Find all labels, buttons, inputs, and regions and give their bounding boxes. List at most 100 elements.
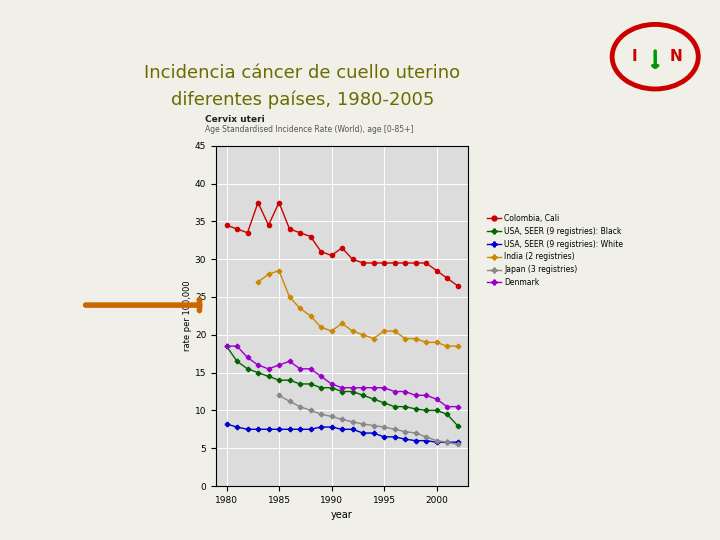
Colombia, Cali bbox=[306, 233, 315, 240]
Japan (3 registries) bbox=[390, 426, 399, 433]
USA, SEER (9 registries): Black: (2e+03, 9.5): Black: (2e+03, 9.5) bbox=[443, 411, 451, 417]
Japan (3 registries) bbox=[348, 418, 357, 425]
USA, SEER (9 registries): Black: (1.99e+03, 12): Black: (1.99e+03, 12) bbox=[359, 392, 367, 399]
USA, SEER (9 registries): White: (1.99e+03, 7.5): White: (1.99e+03, 7.5) bbox=[285, 426, 294, 433]
Denmark bbox=[400, 388, 409, 395]
Colombia, Cali bbox=[317, 248, 325, 255]
Japan (3 registries) bbox=[453, 441, 462, 448]
USA, SEER (9 registries): White: (2e+03, 5.8): White: (2e+03, 5.8) bbox=[443, 439, 451, 446]
Denmark bbox=[338, 384, 346, 391]
USA, SEER (9 registries): White: (1.99e+03, 7): White: (1.99e+03, 7) bbox=[359, 430, 367, 436]
USA, SEER (9 registries): White: (1.99e+03, 7.5): White: (1.99e+03, 7.5) bbox=[338, 426, 346, 433]
Colombia, Cali bbox=[443, 275, 451, 281]
Japan (3 registries) bbox=[317, 411, 325, 417]
USA, SEER (9 registries): Black: (1.99e+03, 13): Black: (1.99e+03, 13) bbox=[317, 384, 325, 391]
Japan (3 registries) bbox=[422, 434, 431, 440]
India (2 registries) bbox=[359, 332, 367, 338]
Denmark bbox=[222, 343, 231, 349]
India (2 registries) bbox=[264, 271, 273, 278]
USA, SEER (9 registries): White: (2e+03, 6.5): White: (2e+03, 6.5) bbox=[379, 434, 388, 440]
Y-axis label: rate per 100,000: rate per 100,000 bbox=[183, 281, 192, 351]
Japan (3 registries) bbox=[285, 398, 294, 404]
Text: Cervix uteri: Cervix uteri bbox=[205, 114, 265, 124]
Japan (3 registries) bbox=[359, 421, 367, 427]
USA, SEER (9 registries): White: (2e+03, 6.5): White: (2e+03, 6.5) bbox=[390, 434, 399, 440]
Japan (3 registries) bbox=[327, 413, 336, 420]
Denmark bbox=[264, 366, 273, 372]
Colombia, Cali bbox=[296, 230, 305, 236]
Denmark bbox=[348, 384, 357, 391]
Colombia, Cali bbox=[390, 260, 399, 266]
USA, SEER (9 registries): White: (1.98e+03, 7.5): White: (1.98e+03, 7.5) bbox=[243, 426, 252, 433]
USA, SEER (9 registries): White: (1.99e+03, 7.5): White: (1.99e+03, 7.5) bbox=[348, 426, 357, 433]
Japan (3 registries) bbox=[369, 422, 378, 429]
USA, SEER (9 registries): White: (1.99e+03, 7.5): White: (1.99e+03, 7.5) bbox=[306, 426, 315, 433]
India (2 registries) bbox=[390, 328, 399, 334]
Colombia, Cali bbox=[243, 230, 252, 236]
India (2 registries) bbox=[453, 343, 462, 349]
Denmark bbox=[306, 366, 315, 372]
India (2 registries) bbox=[253, 279, 262, 285]
India (2 registries) bbox=[411, 335, 420, 342]
Colombia, Cali bbox=[453, 282, 462, 289]
Japan (3 registries) bbox=[338, 416, 346, 423]
Text: N: N bbox=[670, 49, 682, 64]
Denmark bbox=[253, 362, 262, 368]
Colombia, Cali bbox=[327, 252, 336, 259]
Colombia, Cali bbox=[233, 226, 241, 232]
India (2 registries) bbox=[400, 335, 409, 342]
X-axis label: year: year bbox=[331, 510, 353, 520]
USA, SEER (9 registries): Black: (2e+03, 10): Black: (2e+03, 10) bbox=[432, 407, 441, 414]
USA, SEER (9 registries): Black: (1.98e+03, 18.5): Black: (1.98e+03, 18.5) bbox=[222, 343, 231, 349]
USA, SEER (9 registries): White: (1.99e+03, 7.5): White: (1.99e+03, 7.5) bbox=[296, 426, 305, 433]
USA, SEER (9 registries): White: (2e+03, 6): White: (2e+03, 6) bbox=[411, 437, 420, 444]
Denmark bbox=[379, 384, 388, 391]
Colombia, Cali bbox=[222, 222, 231, 228]
USA, SEER (9 registries): Black: (2e+03, 8): Black: (2e+03, 8) bbox=[453, 422, 462, 429]
Line: Colombia, Cali: Colombia, Cali bbox=[225, 200, 459, 288]
USA, SEER (9 registries): White: (1.98e+03, 7.5): White: (1.98e+03, 7.5) bbox=[275, 426, 284, 433]
Text: I: I bbox=[631, 49, 637, 64]
Line: India (2 registries): India (2 registries) bbox=[256, 268, 459, 348]
Legend: Colombia, Cali, USA, SEER (9 registries): Black, USA, SEER (9 registries): White: Colombia, Cali, USA, SEER (9 registries)… bbox=[485, 211, 626, 290]
Denmark bbox=[432, 396, 441, 402]
USA, SEER (9 registries): Black: (1.98e+03, 14.5): Black: (1.98e+03, 14.5) bbox=[264, 373, 273, 380]
Japan (3 registries) bbox=[275, 392, 284, 399]
India (2 registries) bbox=[317, 324, 325, 330]
India (2 registries) bbox=[306, 313, 315, 319]
India (2 registries) bbox=[369, 335, 378, 342]
Colombia, Cali bbox=[348, 256, 357, 262]
Line: Japan (3 registries): Japan (3 registries) bbox=[277, 393, 459, 447]
Japan (3 registries) bbox=[411, 430, 420, 436]
USA, SEER (9 registries): White: (1.98e+03, 7.8): White: (1.98e+03, 7.8) bbox=[233, 424, 241, 430]
Japan (3 registries) bbox=[443, 439, 451, 446]
Denmark bbox=[317, 373, 325, 380]
USA, SEER (9 registries): Black: (1.99e+03, 13.5): Black: (1.99e+03, 13.5) bbox=[306, 381, 315, 387]
India (2 registries) bbox=[285, 294, 294, 300]
USA, SEER (9 registries): Black: (1.98e+03, 15): Black: (1.98e+03, 15) bbox=[253, 369, 262, 376]
Line: USA, SEER (9 registries): White: USA, SEER (9 registries): White bbox=[225, 422, 459, 444]
USA, SEER (9 registries): Black: (1.98e+03, 15.5): Black: (1.98e+03, 15.5) bbox=[243, 366, 252, 372]
Colombia, Cali bbox=[253, 199, 262, 206]
India (2 registries) bbox=[275, 267, 284, 274]
Denmark bbox=[296, 366, 305, 372]
USA, SEER (9 registries): White: (2e+03, 6): White: (2e+03, 6) bbox=[422, 437, 431, 444]
India (2 registries) bbox=[348, 328, 357, 334]
India (2 registries) bbox=[432, 339, 441, 346]
USA, SEER (9 registries): White: (2e+03, 5.8): White: (2e+03, 5.8) bbox=[453, 439, 462, 446]
USA, SEER (9 registries): Black: (2e+03, 10): Black: (2e+03, 10) bbox=[422, 407, 431, 414]
Line: USA, SEER (9 registries): Black: USA, SEER (9 registries): Black bbox=[225, 344, 459, 428]
USA, SEER (9 registries): White: (1.99e+03, 7.8): White: (1.99e+03, 7.8) bbox=[317, 424, 325, 430]
USA, SEER (9 registries): Black: (1.99e+03, 14): Black: (1.99e+03, 14) bbox=[285, 377, 294, 383]
USA, SEER (9 registries): Black: (2e+03, 10.2): Black: (2e+03, 10.2) bbox=[411, 406, 420, 412]
India (2 registries) bbox=[296, 305, 305, 312]
Japan (3 registries) bbox=[432, 437, 441, 444]
Text: Age Standardised Incidence Rate (World), age [0-85+]: Age Standardised Incidence Rate (World),… bbox=[205, 125, 414, 134]
Text: diferentes países, 1980-2005: diferentes países, 1980-2005 bbox=[171, 91, 434, 109]
India (2 registries) bbox=[338, 320, 346, 327]
USA, SEER (9 registries): Black: (2e+03, 10.5): Black: (2e+03, 10.5) bbox=[400, 403, 409, 410]
USA, SEER (9 registries): White: (2e+03, 5.8): White: (2e+03, 5.8) bbox=[432, 439, 441, 446]
Japan (3 registries) bbox=[296, 403, 305, 410]
USA, SEER (9 registries): Black: (2e+03, 11): Black: (2e+03, 11) bbox=[379, 400, 388, 406]
USA, SEER (9 registries): Black: (1.99e+03, 11.5): Black: (1.99e+03, 11.5) bbox=[369, 396, 378, 402]
